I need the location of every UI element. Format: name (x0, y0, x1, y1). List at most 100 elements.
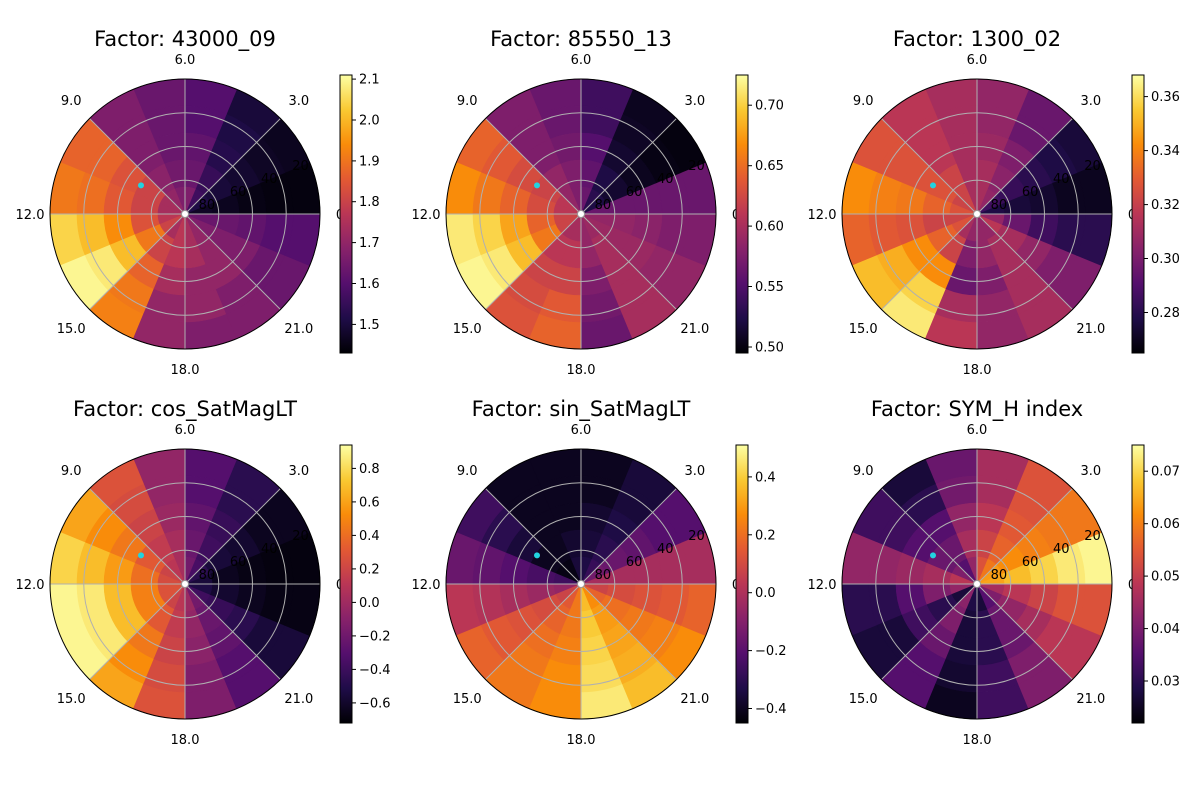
colorbar-tick-label: 0.65 (755, 159, 784, 174)
theta-tick-label: 3.0 (1080, 94, 1101, 109)
colorbar (735, 444, 749, 724)
radial-tick-label: 80 (199, 568, 216, 583)
radial-tick-label: 80 (991, 568, 1008, 583)
colorbar-tick-label: 0.60 (755, 220, 784, 235)
theta-tick-label: 12.0 (808, 578, 837, 593)
theta-tick-label: 21.0 (680, 322, 709, 337)
angular-gridline (184, 583, 281, 680)
colorbar (339, 444, 353, 724)
theta-tick-label: 12.0 (808, 208, 837, 223)
theta-tick-label: 18.0 (567, 733, 596, 748)
polar-chart-3: Factor: 1300_0203.06.09.012.015.018.021.… (808, 27, 1180, 378)
theta-tick-label: 18.0 (171, 363, 200, 378)
heatmap-cells (445, 448, 717, 720)
heatmap-cells (445, 78, 717, 350)
colorbar-tick-label: 0.03 (1151, 675, 1180, 690)
radial-tick-label: 60 (626, 185, 643, 200)
polar-chart-2: Factor: 85550_1303.06.09.012.015.018.021… (412, 27, 784, 378)
center-point (973, 210, 981, 218)
heatmap-cells (841, 78, 1113, 350)
theta-tick-label: 12.0 (412, 578, 441, 593)
colorbar-tick-label: 0.55 (755, 280, 784, 295)
colorbar-tick-label: −0.4 (359, 663, 391, 678)
theta-tick-label: 9.0 (61, 94, 82, 109)
theta-tick-label: 18.0 (567, 363, 596, 378)
radial-tick-label: 40 (1053, 172, 1070, 187)
theta-tick-label: 9.0 (457, 94, 478, 109)
location-marker (930, 552, 936, 559)
location-marker (534, 552, 540, 559)
chart-title: Factor: sin_SatMagLT (472, 397, 691, 422)
colorbar-tick-label: −0.4 (755, 702, 787, 717)
radial-tick-label: 20 (688, 159, 705, 174)
center-point (181, 580, 189, 588)
radial-tick-label: 60 (1022, 185, 1039, 200)
polar-frame (445, 448, 717, 720)
polar-chart-1: Factor: 43000_0903.06.09.012.015.018.021… (16, 27, 380, 378)
colorbar (1131, 444, 1145, 724)
radial-tick-label: 80 (199, 198, 216, 213)
radial-tick-label: 80 (991, 198, 1008, 213)
angular-gridline (976, 118, 1073, 215)
angular-gridline (184, 213, 281, 310)
radial-tick-label: 40 (261, 542, 278, 557)
angular-gridline (976, 213, 1073, 310)
angular-gridline (485, 583, 582, 680)
colorbar-tick-label: 0.2 (755, 528, 776, 543)
radial-tick-label: 80 (595, 198, 612, 213)
theta-tick-label: 21.0 (284, 322, 313, 337)
heatmap-cells (841, 448, 1113, 720)
center-point (181, 210, 189, 218)
theta-tick-label: 9.0 (853, 464, 874, 479)
angular-gridline (976, 583, 1073, 680)
theta-tick-label: 6.0 (571, 423, 592, 438)
theta-tick-label: 12.0 (16, 208, 45, 223)
radial-tick-label: 20 (688, 529, 705, 544)
theta-tick-label: 18.0 (963, 733, 992, 748)
colorbar-tick-label: 0.2 (359, 562, 380, 577)
colorbar-tick-label: 0.0 (359, 596, 380, 611)
polar-grid (50, 449, 320, 719)
radial-tick-label: 60 (230, 185, 247, 200)
colorbar-tick-label: 0.0 (755, 586, 776, 601)
polar-grid (842, 79, 1112, 349)
center-point (577, 580, 585, 588)
colorbar-tick-label: 0.34 (1151, 144, 1180, 159)
theta-tick-label: 15.0 (849, 322, 878, 337)
theta-tick-label: 15.0 (57, 692, 86, 707)
radial-tick-label: 20 (292, 529, 309, 544)
angular-gridline (485, 213, 582, 310)
theta-tick-label: 18.0 (171, 733, 200, 748)
colorbar-tick-label: 0.05 (1151, 570, 1180, 585)
polar-chart-5: Factor: sin_SatMagLT03.06.09.012.015.018… (412, 397, 787, 748)
colorbar-tick-label: 1.9 (359, 154, 380, 169)
theta-tick-label: 21.0 (1076, 322, 1105, 337)
colorbar (735, 74, 749, 354)
theta-tick-label: 21.0 (680, 692, 709, 707)
colorbar (339, 74, 353, 354)
radial-tick-label: 40 (1053, 542, 1070, 557)
location-marker (138, 182, 144, 189)
colorbar-tick-label: 0.8 (359, 462, 380, 477)
angular-gridline (89, 213, 186, 310)
theta-tick-label: 21.0 (284, 692, 313, 707)
theta-tick-label: 3.0 (684, 464, 705, 479)
theta-tick-label: 6.0 (571, 53, 592, 68)
colorbar-tick-label: 0.28 (1151, 306, 1180, 321)
radial-tick-label: 40 (261, 172, 278, 187)
theta-tick-label: 15.0 (57, 322, 86, 337)
theta-tick-label: 3.0 (684, 94, 705, 109)
colorbar-tick-label: 0.36 (1151, 90, 1180, 105)
polar-grid (446, 449, 716, 719)
radial-tick-label: 40 (657, 542, 674, 557)
polar-frame (49, 448, 321, 720)
angular-gridline (485, 488, 582, 585)
radial-tick-label: 60 (1022, 555, 1039, 570)
theta-tick-label: 6.0 (967, 53, 988, 68)
polar-frame (841, 448, 1113, 720)
angular-gridline (580, 488, 677, 585)
colorbar-tick-label: 0.06 (1151, 517, 1180, 532)
angular-gridline (184, 118, 281, 215)
colorbar-tick-label: 0.4 (359, 529, 380, 544)
